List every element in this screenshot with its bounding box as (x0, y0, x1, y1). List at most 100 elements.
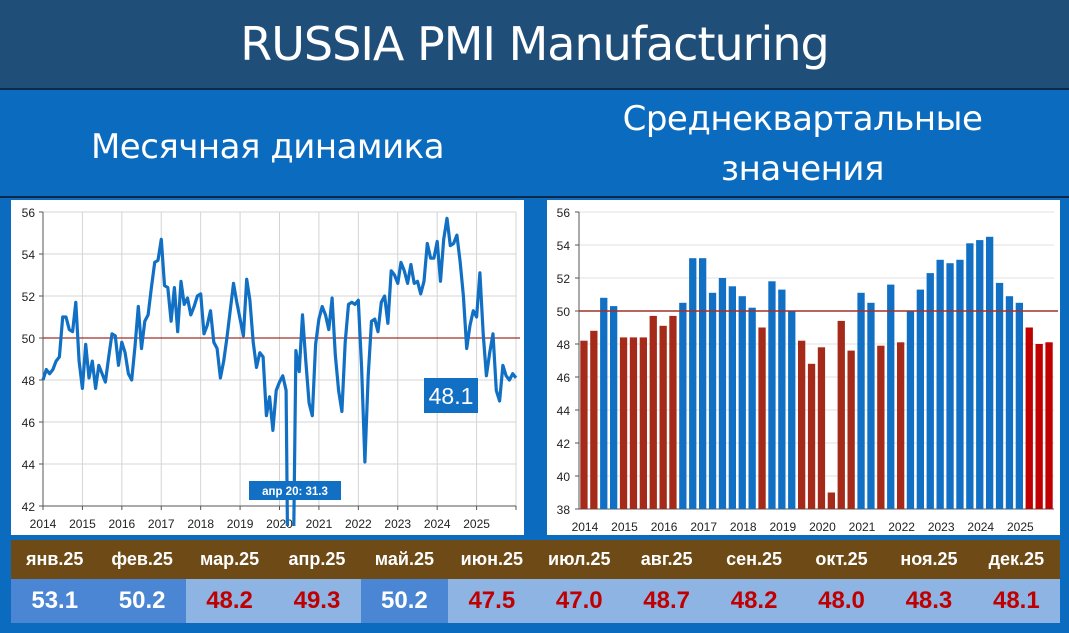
bar-2021Q3 (877, 345, 885, 509)
subtitle-bar: Месячная динамика Среднеквартальные знач… (0, 92, 1069, 198)
bar-2023Q4 (966, 243, 974, 510)
month-header-cell: июл.25 (548, 549, 611, 569)
bar-2017Q2 (708, 292, 717, 509)
bar-2020Q1 (817, 347, 826, 509)
bar-2014Q2 (590, 330, 598, 509)
x-tick-label: 2014 (30, 517, 57, 531)
month-value-cell: 48.1 (972, 579, 1061, 623)
y-tick-label: 44 (22, 458, 36, 472)
y-tick-label: 38 (557, 503, 571, 517)
month-value-cell: 47.5 (448, 579, 536, 623)
y-tick-label: 56 (22, 206, 36, 220)
month-header-cell: дек.25 (988, 549, 1045, 569)
bar-2019Q2 (788, 311, 796, 509)
y-tick-label: 50 (22, 332, 36, 346)
bar-2017Q1 (699, 258, 707, 509)
bar-2022Q1 (897, 342, 905, 509)
bar-2020Q2 (827, 492, 835, 509)
table-header-row: янв.25 фев.25 мар.25 апр.25 май.25 июн.25 июл.… (11, 540, 1060, 579)
y-tick-label: 44 (557, 404, 571, 418)
x-tick-label: 2016 (651, 520, 678, 534)
month-value-cell: 48.0 (797, 579, 886, 623)
y-tick-label: 50 (557, 305, 571, 319)
month-value-cell: 50.2 (360, 579, 449, 623)
bar-2020Q4 (847, 350, 855, 509)
quarterly-bar-chart: 38 40 42 44 46 48 50 52 54 56 2014 2015 2016 2017 2018… (547, 200, 1060, 535)
month-header-cell: ноя.25 (900, 549, 958, 569)
bar-2024Q3 (995, 282, 1004, 509)
bar-2015Q2 (629, 337, 638, 509)
month-value-cell: 49.3 (273, 579, 361, 623)
bar-2025Q4 (1045, 342, 1053, 509)
x-tick-label: 2018 (187, 517, 214, 531)
month-header-cell: сен.25 (726, 549, 783, 569)
table-values-row: 53.1 50.2 48.2 49.3 50.2 47.5 47.0 48.7 48.2 48.0… (11, 579, 1061, 623)
month-header-cell: июн.25 (460, 549, 523, 569)
x-tick-label: 2022 (888, 520, 915, 534)
bar-2025Q1 (1015, 302, 1023, 510)
x-tick-label: 2025 (463, 517, 490, 531)
bar-2022Q4 (926, 273, 934, 509)
bar-2025Q2 (1025, 327, 1033, 509)
bar-2017Q4 (728, 286, 736, 510)
y-tick-label: 48 (22, 374, 36, 388)
y-tick-label: 54 (22, 248, 36, 262)
bar-2015Q4 (649, 315, 657, 509)
x-tick-label: 2018 (730, 520, 757, 534)
bar-2019Q4 (807, 363, 816, 509)
annotation-apr20-label: апр 20: 31.3 (262, 486, 328, 498)
bar-2021Q2 (867, 302, 875, 510)
bar-2014Q3 (600, 297, 608, 509)
bar-2024Q4 (1005, 296, 1014, 509)
month-value-cell: 53.1 (11, 579, 99, 623)
bar-2018Q3 (758, 327, 766, 509)
bar-2024Q2 (986, 236, 994, 510)
x-tick-label: 2025 (1007, 520, 1034, 534)
x-tick-label: 2019 (770, 520, 797, 534)
bar-2019Q3 (798, 340, 806, 509)
bar-2022Q3 (916, 289, 924, 509)
month-value-cell: 47.0 (535, 579, 623, 623)
left-chart-title: Месячная динамика (90, 127, 445, 167)
title-bar: RUSSIA PMI Manufacturing (0, 0, 1069, 90)
bar-2024Q1 (976, 240, 984, 509)
x-tick-label: 2014 (572, 520, 599, 534)
month-value-cell: 48.2 (710, 579, 798, 623)
bar-2021Q1 (857, 292, 865, 509)
last-value-box (424, 378, 478, 413)
right-chart-title: Среднеквартальные значения (540, 94, 1065, 194)
bar-2016Q4 (689, 258, 697, 509)
bar-2014Q1 (580, 340, 588, 509)
bar-2016Q2 (669, 315, 677, 509)
bar-2015Q1 (619, 337, 628, 509)
last-value-label: 48.1 (429, 383, 474, 409)
x-tick-label: 2024 (967, 520, 994, 534)
month-value-cell: 48.7 (622, 579, 711, 623)
y-tick-label: 56 (557, 206, 571, 220)
right-chart-title-line1: Среднеквартальные (622, 99, 983, 139)
x-tick-label: 2021 (849, 520, 876, 534)
y-tick-label: 42 (557, 437, 571, 451)
y-tick-label: 52 (557, 272, 571, 286)
bar-2016Q3 (679, 302, 687, 510)
monthly-line-chart: 42 44 46 48 50 52 54 56 2014 2015 2016 2017 2018 2019… (11, 200, 524, 535)
month-header-cell: май.25 (374, 549, 434, 569)
x-tick-label: 2021 (306, 517, 333, 531)
monthly-values-table: янв.25 фев.25 мар.25 апр.25 май.25 июн.25 июл.… (11, 540, 1061, 623)
month-header-cell: окт.25 (815, 549, 868, 569)
month-value-cell: 48.3 (885, 579, 973, 623)
bar-2022Q2 (906, 311, 915, 509)
month-header-cell: авг.25 (640, 549, 693, 569)
bar-2018Q1 (738, 296, 746, 509)
x-tick-label: 2020 (809, 520, 836, 534)
y-tick-label: 40 (557, 470, 571, 484)
page-title: RUSSIA PMI Manufacturing (240, 17, 829, 71)
y-tick-label: 48 (557, 338, 571, 352)
bar-2021Q4 (887, 284, 895, 509)
x-tick-label: 2019 (227, 517, 254, 531)
y-tick-label: 42 (22, 500, 36, 514)
x-tick-label: 2023 (928, 520, 955, 534)
bar-2023Q3 (956, 259, 964, 509)
bar-2018Q4 (768, 281, 776, 509)
bar-2018Q2 (748, 307, 756, 509)
